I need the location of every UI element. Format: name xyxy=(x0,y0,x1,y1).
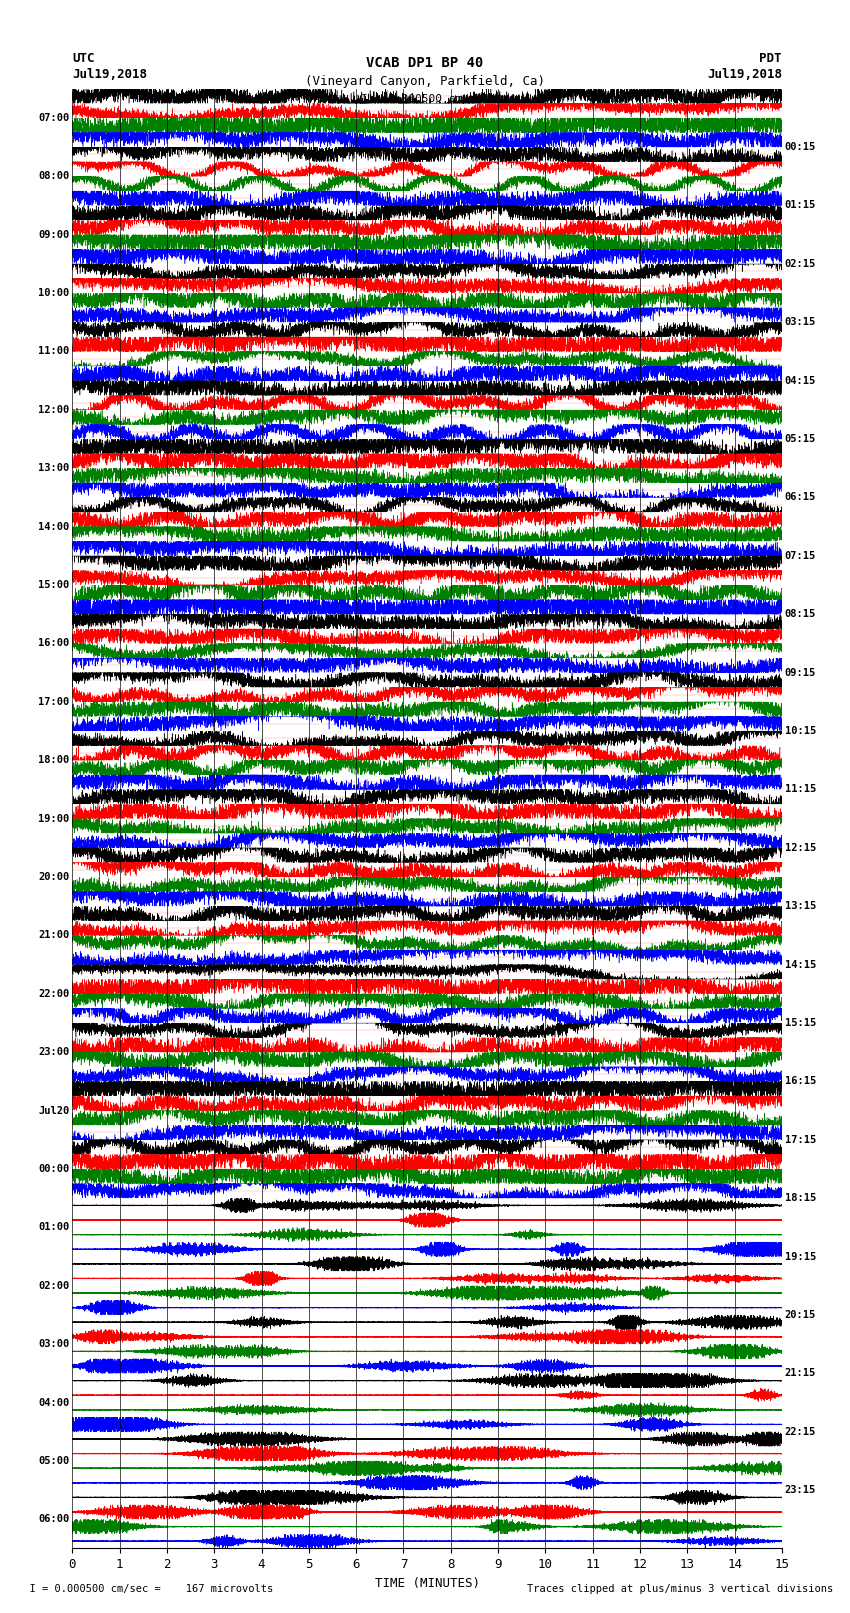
Text: 01:00: 01:00 xyxy=(38,1223,70,1232)
Text: 15:15: 15:15 xyxy=(785,1018,816,1027)
Text: Jul20: Jul20 xyxy=(38,1105,70,1116)
Text: 08:15: 08:15 xyxy=(785,610,816,619)
Text: 19:15: 19:15 xyxy=(785,1252,816,1261)
Text: 16:00: 16:00 xyxy=(38,639,70,648)
Text: 21:00: 21:00 xyxy=(38,931,70,940)
Text: I = 0.000500 cm/sec: I = 0.000500 cm/sec xyxy=(361,94,489,105)
Text: 17:15: 17:15 xyxy=(785,1136,816,1145)
Text: 07:15: 07:15 xyxy=(785,552,816,561)
Text: 13:15: 13:15 xyxy=(785,902,816,911)
Text: 20:15: 20:15 xyxy=(785,1310,816,1319)
Text: 04:00: 04:00 xyxy=(38,1397,70,1408)
Text: 15:00: 15:00 xyxy=(38,581,70,590)
Text: 16:15: 16:15 xyxy=(785,1076,816,1086)
Text: Traces clipped at plus/minus 3 vertical divisions: Traces clipped at plus/minus 3 vertical … xyxy=(527,1584,833,1594)
Text: 05:15: 05:15 xyxy=(785,434,816,444)
Text: 23:15: 23:15 xyxy=(785,1486,816,1495)
Text: 22:00: 22:00 xyxy=(38,989,70,998)
Text: 01:15: 01:15 xyxy=(785,200,816,210)
Text: 23:00: 23:00 xyxy=(38,1047,70,1057)
Text: 07:00: 07:00 xyxy=(38,113,70,123)
Text: 20:00: 20:00 xyxy=(38,873,70,882)
Text: 22:15: 22:15 xyxy=(785,1428,816,1437)
Text: I = 0.000500 cm/sec =    167 microvolts: I = 0.000500 cm/sec = 167 microvolts xyxy=(17,1584,273,1594)
Text: 19:00: 19:00 xyxy=(38,813,70,824)
Text: 10:15: 10:15 xyxy=(785,726,816,736)
Text: 10:00: 10:00 xyxy=(38,289,70,298)
Text: Jul19,2018: Jul19,2018 xyxy=(707,68,782,81)
Text: 14:00: 14:00 xyxy=(38,521,70,532)
Text: UTC: UTC xyxy=(72,52,94,65)
Text: 06:00: 06:00 xyxy=(38,1515,70,1524)
Text: 09:15: 09:15 xyxy=(785,668,816,677)
Text: Jul19,2018: Jul19,2018 xyxy=(72,68,147,81)
Text: PDT: PDT xyxy=(760,52,782,65)
Text: 17:00: 17:00 xyxy=(38,697,70,706)
Text: 03:15: 03:15 xyxy=(785,318,816,327)
Text: 08:00: 08:00 xyxy=(38,171,70,181)
Text: 21:15: 21:15 xyxy=(785,1368,816,1378)
Text: 12:15: 12:15 xyxy=(785,844,816,853)
Text: 11:15: 11:15 xyxy=(785,784,816,794)
Text: 02:00: 02:00 xyxy=(38,1281,70,1290)
Text: VCAB DP1 BP 40: VCAB DP1 BP 40 xyxy=(366,56,484,71)
Text: 04:15: 04:15 xyxy=(785,376,816,386)
Text: 00:00: 00:00 xyxy=(38,1165,70,1174)
Text: 00:15: 00:15 xyxy=(785,142,816,152)
Text: 06:15: 06:15 xyxy=(785,492,816,502)
Text: 03:00: 03:00 xyxy=(38,1339,70,1348)
Text: 02:15: 02:15 xyxy=(785,260,816,269)
Text: 14:15: 14:15 xyxy=(785,960,816,969)
Text: 09:00: 09:00 xyxy=(38,229,70,240)
Text: 18:00: 18:00 xyxy=(38,755,70,765)
Text: 11:00: 11:00 xyxy=(38,347,70,356)
Text: 05:00: 05:00 xyxy=(38,1457,70,1466)
Text: 18:15: 18:15 xyxy=(785,1194,816,1203)
X-axis label: TIME (MINUTES): TIME (MINUTES) xyxy=(375,1578,479,1590)
Text: 13:00: 13:00 xyxy=(38,463,70,473)
Text: 12:00: 12:00 xyxy=(38,405,70,415)
Text: (Vineyard Canyon, Parkfield, Ca): (Vineyard Canyon, Parkfield, Ca) xyxy=(305,74,545,87)
